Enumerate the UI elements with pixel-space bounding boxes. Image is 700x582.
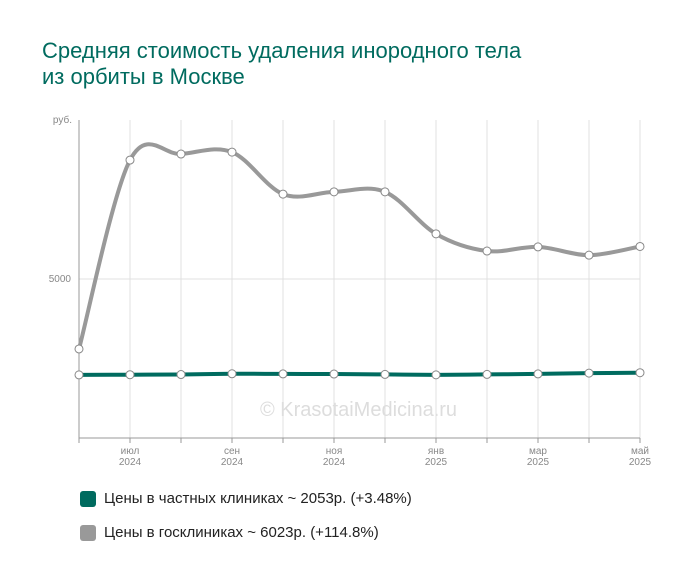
point — [74, 370, 84, 380]
point — [278, 369, 288, 379]
series-line — [77, 142, 641, 350]
watermark: © KrasotaiMedicina.ru — [260, 399, 457, 421]
point — [533, 369, 543, 379]
point — [533, 242, 543, 252]
x-tick-label: сен 2024 — [220, 446, 244, 468]
x-tick-label: май 2025 — [628, 446, 652, 468]
legend-swatch — [80, 491, 96, 507]
legend-entry: Цены в частных клиниках ~ 2053р. (+3.48%… — [104, 490, 412, 507]
series-line — [78, 370, 641, 377]
point — [74, 344, 84, 354]
point — [431, 370, 441, 380]
point — [125, 155, 135, 165]
point — [482, 369, 492, 379]
point — [380, 187, 390, 197]
x-tick-label: мар 2025 — [526, 446, 550, 468]
chart-title: Средняя стоимость удаления инородного те… — [42, 38, 522, 89]
y-axis-label: руб. — [53, 114, 72, 126]
point — [431, 229, 441, 239]
x-tick-label: янв 2025 — [424, 446, 448, 468]
point — [482, 246, 492, 256]
point — [227, 369, 237, 379]
point — [329, 369, 339, 379]
point — [584, 250, 594, 260]
x-tick-label: ноя 2024 — [322, 446, 346, 468]
point — [329, 187, 339, 197]
point — [227, 147, 237, 157]
point — [176, 370, 186, 380]
legend-swatch — [80, 525, 96, 541]
y-tick-label: 5000 — [49, 274, 72, 285]
point — [584, 368, 594, 378]
point — [278, 189, 288, 199]
point — [380, 369, 390, 379]
point — [635, 368, 645, 378]
legend-entry: Цены в госклиниках ~ 6023р. (+114.8%) — [104, 524, 379, 541]
point — [635, 241, 645, 251]
x-tick-label: июл 2024 — [118, 446, 142, 468]
point — [176, 149, 186, 159]
point — [125, 370, 135, 380]
